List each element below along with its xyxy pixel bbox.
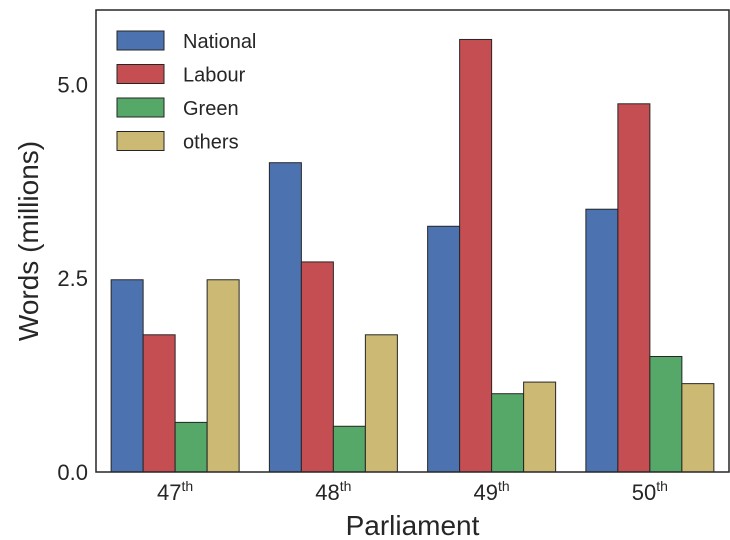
bar-green-48 (332, 425, 366, 473)
bar-labour-48 (300, 261, 334, 473)
x-tick-label: 50th (632, 478, 668, 505)
bar-labour-49 (459, 38, 493, 473)
bar-green-47 (174, 421, 208, 473)
x-axis-label: Parliament (346, 510, 480, 540)
bar-labour-50 (617, 103, 651, 473)
legend-swatch-green (116, 97, 165, 118)
bar-labour-47 (142, 334, 176, 473)
bar-green-50 (649, 356, 683, 473)
y-tick-label: 2.5 (57, 266, 88, 291)
bar-others-48 (364, 334, 398, 473)
y-axis-ticks: 0.0 2.5 5.0 (57, 72, 88, 485)
bar-national-49 (427, 225, 461, 473)
x-tick-label: 49th (474, 478, 510, 505)
legend-label-others: others (183, 132, 239, 154)
legend-swatch-labour (116, 64, 165, 84)
bar-national-48 (268, 162, 302, 473)
bar-others-50 (681, 383, 715, 473)
y-axis-label: Words (millions) (13, 141, 44, 341)
bar-green-49 (491, 393, 525, 473)
legend-swatch-others (116, 131, 165, 151)
legend: National Labour Green others (116, 30, 256, 154)
bar-others-47 (206, 279, 240, 473)
x-axis-ticks: 47th 48th 49th 50th (157, 478, 668, 505)
legend-label-national: National (183, 31, 256, 53)
bar-national-50 (585, 208, 619, 473)
y-tick-label: 0.0 (57, 460, 88, 485)
legend-label-labour: Labour (183, 65, 246, 87)
plot-frame (95, 9, 730, 473)
x-tick-label: 48th (315, 478, 351, 505)
y-tick-label: 5.0 (57, 72, 88, 97)
legend-label-green: Green (183, 98, 239, 120)
bar-others-49 (523, 381, 557, 473)
bars-layer (110, 38, 715, 473)
legend-swatch-national (116, 30, 165, 51)
bar-national-47 (110, 279, 144, 473)
x-tick-label: 47th (157, 478, 193, 505)
